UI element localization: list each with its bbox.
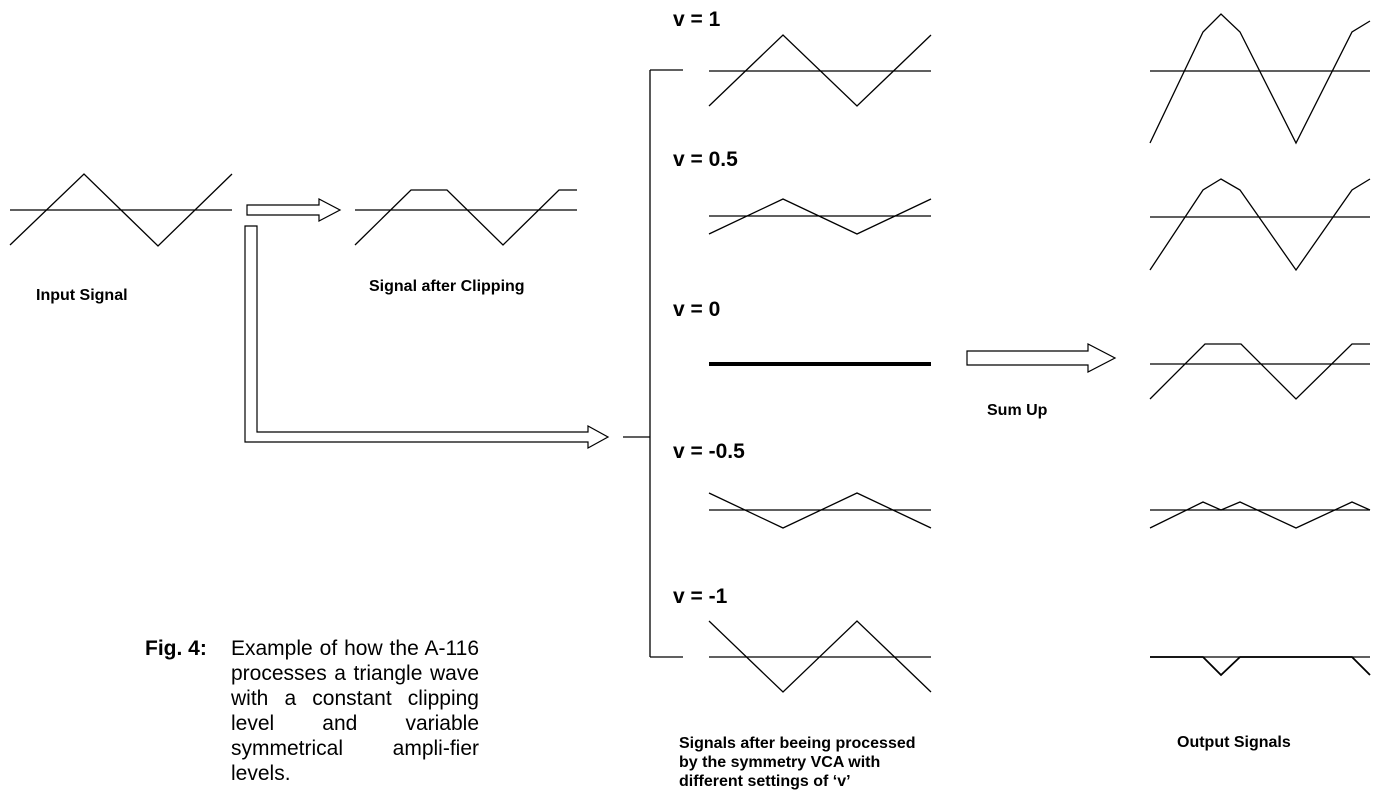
clipped-signal-label: Signal after Clipping (369, 278, 525, 295)
figure-caption-text: Example of how the A-116 processes a tri… (231, 637, 479, 785)
sum-up-arrow (966, 343, 1117, 373)
input-signal-label: Input Signal (36, 287, 128, 304)
figure-tag: Fig. 4: (145, 636, 207, 661)
vca-bracket (623, 69, 683, 658)
vca-wave-v05 (708, 198, 932, 235)
processed-label-line: by the symmetry VCA with (679, 754, 881, 771)
v-setting-label: v = 0 (673, 298, 721, 321)
arrow-to-vca (244, 225, 610, 450)
processed-label-line: Signals after beeing processed (679, 735, 916, 752)
figure-number: Fig. 4 (145, 637, 200, 660)
vca-wave-v1 (708, 34, 932, 107)
v-setting-label: v = -1 (673, 585, 728, 608)
output-wave-vneg05 (1149, 501, 1371, 529)
output-wave-vneg1 (1150, 656, 1371, 677)
output-wave-v1 (1149, 13, 1371, 145)
v-setting-label: v = -0.5 (673, 440, 745, 463)
processed-signals-label: Signals after beeing processed by the sy… (679, 734, 916, 791)
sum-up-label: Sum Up (987, 402, 1048, 419)
output-signals-label: Output Signals (1177, 734, 1291, 751)
output-wave-v05 (1149, 178, 1371, 272)
input-signal-wave (9, 173, 233, 247)
v-setting-label: v = 0.5 (673, 148, 738, 171)
vca-wave-vneg1 (708, 620, 932, 693)
arrow-to-clipping (246, 198, 342, 222)
figure-tag-colon: : (199, 637, 207, 660)
processed-label-line: different settings of ‘v’ (679, 773, 851, 790)
v-setting-label: v = 1 (673, 8, 721, 31)
vca-wave-vneg05 (708, 492, 932, 529)
clipped-signal-wave (354, 189, 577, 246)
output-wave-v0 (1149, 343, 1370, 400)
